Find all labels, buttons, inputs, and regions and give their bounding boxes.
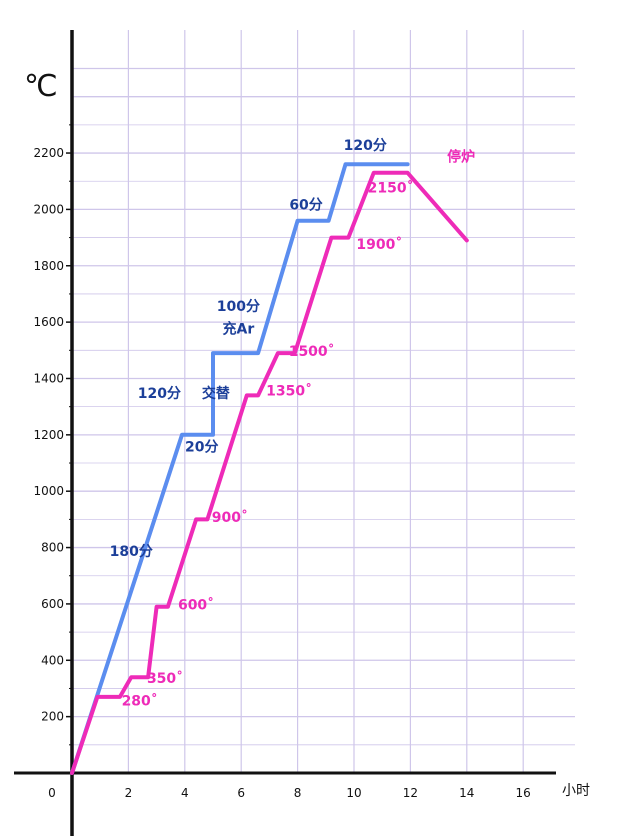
x-tick-label: 2 bbox=[125, 786, 133, 800]
annotation-label: 1500˚ bbox=[289, 343, 335, 360]
y-tick-label: 1200 bbox=[33, 428, 64, 442]
y-tick-label: 600 bbox=[41, 597, 64, 611]
x-tick-label: 8 bbox=[294, 786, 302, 800]
x-tick-label: 4 bbox=[181, 786, 189, 800]
annotation-label: 180分 bbox=[110, 544, 153, 560]
y-tick-label: 800 bbox=[41, 541, 64, 555]
annotation-label: 100分 bbox=[217, 299, 260, 315]
annotation-label: 600˚ bbox=[178, 597, 214, 614]
x-tick-label: 10 bbox=[346, 786, 361, 800]
annotation-label: 120分 bbox=[138, 386, 181, 402]
x-tick-label: 0 bbox=[48, 786, 56, 800]
annotation-label: 20分 bbox=[185, 440, 218, 456]
x-tick-label: 14 bbox=[459, 786, 474, 800]
x-tick-label: 16 bbox=[516, 786, 531, 800]
y-axis-label: ℃ bbox=[24, 69, 58, 104]
y-tick-label: 1600 bbox=[33, 315, 64, 329]
annotation-label: 60分 bbox=[289, 197, 322, 213]
annotation-label: 2150˚ bbox=[368, 179, 414, 196]
y-tick-label: 1800 bbox=[33, 259, 64, 273]
y-tick-label: 400 bbox=[41, 653, 64, 667]
annotation-label: 1900˚ bbox=[356, 236, 402, 253]
x-tick-label: 12 bbox=[403, 786, 418, 800]
annotation-label: 1350˚ bbox=[266, 382, 312, 399]
annotation-label: 280˚ bbox=[122, 692, 158, 709]
grid bbox=[72, 30, 575, 773]
y-tick-label: 2200 bbox=[33, 146, 64, 160]
annotation-label: 交替 bbox=[202, 385, 231, 402]
y-tick-label: 1400 bbox=[33, 371, 64, 385]
y-tick-label: 2000 bbox=[33, 202, 64, 216]
x-axis-label: 小时 bbox=[562, 783, 590, 799]
x-tick-label: 6 bbox=[237, 786, 245, 800]
series-line-2 bbox=[70, 170, 469, 775]
annotation-label: 停炉 bbox=[447, 148, 475, 165]
annotation-label: 350˚ bbox=[147, 670, 183, 687]
y-tick-label: 200 bbox=[41, 710, 64, 724]
annotation-label: 120分 bbox=[344, 138, 387, 154]
tick-labels: 200 400 600 800 1000 1200 1400 1600 1800 2000 2200… bbox=[33, 124, 531, 800]
y-tick-label: 1000 bbox=[33, 484, 64, 498]
axes bbox=[14, 30, 556, 836]
annotation-label: 充Ar bbox=[223, 320, 255, 337]
series-line-1 bbox=[70, 162, 410, 775]
annotation-label: 900˚ bbox=[212, 509, 248, 526]
series bbox=[70, 162, 469, 775]
